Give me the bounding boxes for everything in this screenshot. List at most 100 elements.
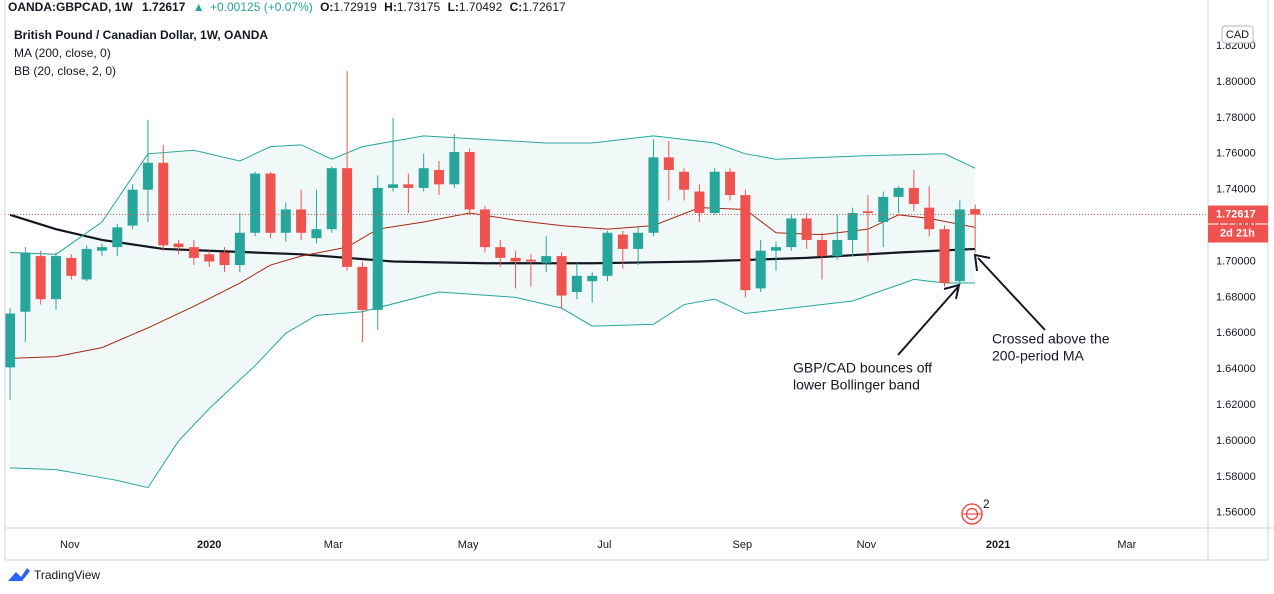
header: OANDA:GBPCAD, 1W 1.72617 ▲ +0.00125 (+0.…: [8, 0, 566, 14]
candle-body: [250, 173, 261, 233]
annotation: GBP/CAD bounces off: [793, 360, 932, 376]
price-tag-label: 1.72617: [1216, 208, 1256, 220]
indicator-line: [10, 207, 976, 359]
candle-body: [648, 157, 659, 233]
candle-body: [403, 184, 414, 188]
candle-body: [771, 247, 782, 251]
candle-body: [924, 207, 935, 230]
y-tick-label: 1.78000: [1216, 112, 1256, 124]
arrow-line: [897, 286, 959, 356]
candle-body: [847, 213, 858, 240]
candle-body: [265, 173, 276, 233]
candle-body: [602, 232, 613, 276]
y-tick-label: 1.76000: [1216, 148, 1256, 160]
change-arrow: ▲: [193, 0, 205, 14]
legend-entry: BB (20, close, 2, 0): [14, 64, 116, 78]
last-price: 1.72617: [142, 0, 186, 14]
indicator-line: [9, 213, 976, 265]
y-tick-label: 1.62000: [1216, 399, 1256, 411]
candle-body: [20, 252, 31, 312]
candle-body: [709, 171, 720, 214]
countdown-tag: [1208, 224, 1268, 243]
candle-body: [311, 229, 322, 239]
y-tick-label: 1.64000: [1216, 363, 1256, 375]
alert-icon[interactable]: 2: [961, 497, 990, 525]
close-value: 1.72617: [522, 0, 566, 14]
candle-body: [587, 275, 598, 282]
y-tick-label: 1.60000: [1216, 435, 1256, 447]
candle-body: [862, 211, 873, 214]
annotation: 200-period MA: [992, 348, 1084, 364]
low-label: L:: [448, 0, 459, 14]
candle-body: [173, 243, 184, 248]
price-tag: [1208, 205, 1268, 224]
candle-body: [219, 252, 230, 266]
annotation: lower Bollinger band: [793, 377, 920, 393]
alert-count[interactable]: 2: [983, 497, 990, 511]
candle-body: [970, 209, 981, 215]
countdown-label: 2d 21h: [1220, 227, 1255, 239]
candle-body: [372, 187, 383, 310]
y-tick-label: 1.80000: [1216, 76, 1256, 88]
currency[interactable]: CAD: [1226, 29, 1249, 41]
candle-body: [234, 232, 245, 266]
x-tick-label: Sep: [733, 539, 753, 551]
candle-body: [755, 250, 766, 289]
candle-body: [801, 218, 812, 240]
candle-body: [35, 256, 46, 300]
currency-box[interactable]: [1221, 25, 1254, 44]
y-tick-label: 1.68000: [1216, 291, 1256, 303]
candle-body: [954, 209, 965, 282]
x-tick-label: Nov: [60, 539, 80, 551]
low-value: 1.70492: [459, 0, 503, 14]
y-tick-label: 1.74000: [1216, 184, 1256, 196]
candle-body: [571, 275, 582, 292]
brand-name[interactable]: TradingView: [34, 568, 100, 582]
candle-body: [296, 209, 307, 233]
axes: 1.56000 1.58000 1.60000 1.62000 1.64000 1.660…: [60, 40, 1268, 551]
brand-logo[interactable]: [8, 568, 30, 581]
candle-body: [81, 248, 92, 280]
high-label: H:: [384, 0, 397, 14]
candle-body: [740, 195, 751, 291]
candle-body: [510, 257, 521, 262]
close-label: C:: [510, 0, 523, 14]
change: +0.00125 (+0.07%): [210, 0, 313, 14]
candle-body: [694, 191, 705, 214]
legend-entry: MA (200, close, 0): [14, 46, 111, 60]
candle-body: [142, 162, 153, 190]
candle-body: [204, 254, 215, 262]
candle-body: [893, 187, 904, 197]
candle-body: [66, 257, 77, 276]
indicator-line: [10, 278, 976, 489]
candle-body: [280, 209, 291, 233]
arrow-head: [973, 253, 991, 272]
candle-body: [786, 218, 797, 248]
candle-body: [816, 239, 827, 257]
annotation: Crossed above the: [992, 331, 1110, 347]
candle-body: [418, 168, 429, 188]
candle-body: [633, 232, 644, 249]
x-tick-label: Jul: [597, 539, 611, 551]
candle-body: [663, 157, 674, 170]
candle-body: [556, 256, 567, 296]
candle-body: [112, 227, 123, 248]
y-tick-label: 1.58000: [1216, 471, 1256, 483]
symbol: OANDA:GBPCAD, 1W: [8, 0, 133, 14]
candle-body: [541, 256, 552, 264]
x-tick-label: 2020: [197, 539, 221, 551]
candle-body: [617, 234, 628, 249]
arrow-head: [943, 283, 961, 300]
candle-body: [832, 239, 843, 257]
arrows: [897, 253, 1046, 356]
candle-body: [939, 229, 950, 284]
y-tick-label: 1.70000: [1216, 255, 1256, 267]
candle-body: [342, 168, 353, 267]
candle-body: [725, 171, 736, 196]
x-tick-label: Mar: [324, 539, 343, 551]
y-tick-label: 1.66000: [1216, 327, 1256, 339]
candle-body: [479, 209, 490, 248]
candle-body: [433, 169, 444, 185]
brand[interactable]: TradingView: [8, 568, 100, 582]
